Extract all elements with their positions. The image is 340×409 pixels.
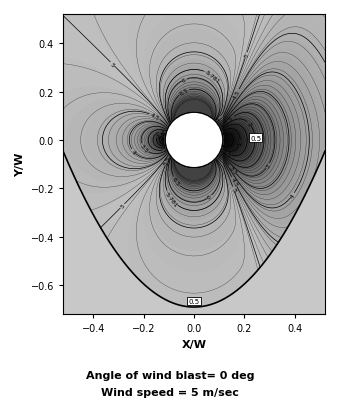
Text: 0.5: 0.5 bbox=[250, 135, 261, 141]
Text: Wind speed = 5 m/sec: Wind speed = 5 m/sec bbox=[101, 387, 239, 397]
Polygon shape bbox=[63, 15, 325, 307]
Text: Angle of wind blast= 0 deg: Angle of wind blast= 0 deg bbox=[86, 370, 254, 380]
Text: 5.5: 5.5 bbox=[212, 116, 222, 126]
Text: 3.5: 3.5 bbox=[139, 144, 149, 154]
Text: 1: 1 bbox=[160, 140, 166, 146]
Text: 6: 6 bbox=[182, 77, 187, 83]
Text: 1: 1 bbox=[237, 141, 243, 146]
Text: 2.5: 2.5 bbox=[159, 130, 170, 136]
Text: 5: 5 bbox=[243, 53, 249, 58]
Text: 0.5: 0.5 bbox=[219, 131, 229, 136]
Text: 6.5: 6.5 bbox=[178, 88, 189, 97]
Text: 4.5: 4.5 bbox=[232, 89, 241, 100]
Y-axis label: Y/W: Y/W bbox=[15, 153, 25, 177]
Text: 4.5: 4.5 bbox=[149, 112, 160, 121]
Text: 1.5: 1.5 bbox=[221, 149, 232, 158]
Text: 5: 5 bbox=[231, 187, 237, 192]
Text: 5.781: 5.781 bbox=[204, 69, 220, 84]
X-axis label: X/W: X/W bbox=[182, 339, 206, 349]
Text: 3.5: 3.5 bbox=[227, 165, 238, 175]
Circle shape bbox=[165, 113, 223, 169]
Text: 6.5: 6.5 bbox=[171, 176, 181, 187]
Text: 5: 5 bbox=[109, 62, 116, 68]
Text: 4: 4 bbox=[130, 149, 137, 155]
Text: 4: 4 bbox=[289, 193, 296, 199]
Text: 5.5: 5.5 bbox=[163, 155, 172, 166]
Text: 4.5: 4.5 bbox=[230, 177, 239, 188]
Text: 6: 6 bbox=[206, 194, 212, 201]
Text: 3: 3 bbox=[163, 146, 168, 153]
Text: 2.5: 2.5 bbox=[224, 115, 235, 126]
Text: 2: 2 bbox=[246, 121, 253, 127]
Text: 5: 5 bbox=[119, 203, 125, 209]
Text: 3: 3 bbox=[265, 163, 271, 169]
Text: 2: 2 bbox=[155, 133, 162, 139]
Text: 0.5: 0.5 bbox=[188, 298, 200, 304]
Text: 5.781: 5.781 bbox=[164, 191, 178, 208]
